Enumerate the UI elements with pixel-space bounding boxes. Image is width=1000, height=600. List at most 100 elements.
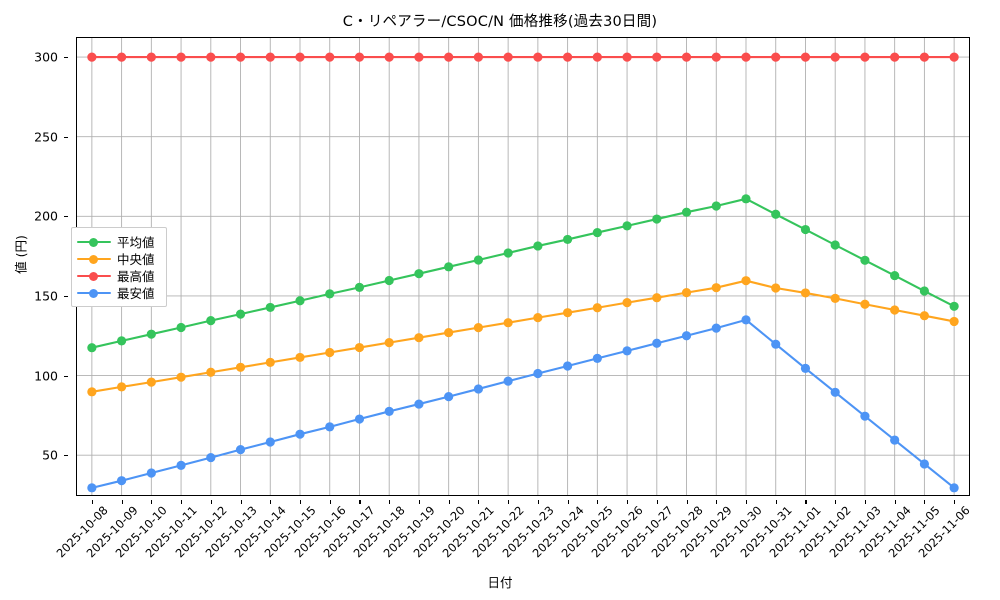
- x-tick-mark: [240, 500, 242, 504]
- data-point-marker: [681, 331, 692, 341]
- x-tick-mark: [597, 500, 599, 504]
- data-point-marker: [800, 288, 811, 298]
- data-point-marker: [890, 305, 900, 315]
- data-point-marker: [652, 338, 662, 348]
- data-point-marker: [206, 316, 216, 326]
- legend-swatch-icon: [77, 252, 111, 266]
- data-point-marker: [622, 298, 632, 308]
- data-point-marker: [533, 241, 543, 251]
- x-tick-mark: [389, 500, 391, 504]
- x-tick-mark: [181, 500, 183, 504]
- legend-item: 最安値: [77, 284, 160, 301]
- data-point-marker: [890, 435, 900, 445]
- data-point-marker: [414, 333, 424, 343]
- data-point-marker: [741, 276, 751, 286]
- data-point-marker: [444, 391, 454, 402]
- data-point-marker: [473, 52, 483, 62]
- x-tick-mark: [121, 500, 123, 504]
- data-point-marker: [265, 52, 275, 62]
- data-point-marker: [146, 377, 156, 387]
- data-point-marker: [949, 483, 959, 493]
- data-point-marker: [919, 311, 930, 321]
- data-point-marker: [533, 368, 543, 379]
- data-point-marker: [235, 309, 246, 319]
- data-point-marker: [384, 406, 394, 417]
- data-point-marker: [117, 52, 127, 62]
- data-point-marker: [503, 376, 513, 386]
- y-tick-label: 250: [34, 129, 58, 145]
- x-tick-mark: [329, 500, 331, 504]
- series-line: [90, 197, 956, 349]
- series-line: [90, 318, 956, 489]
- data-point-marker: [265, 437, 275, 447]
- y-tick-mark: [64, 375, 68, 377]
- x-tick-mark: [567, 500, 569, 504]
- data-point-marker: [681, 207, 692, 217]
- data-point-marker: [176, 322, 186, 333]
- data-point-marker: [384, 338, 394, 348]
- data-point-marker: [444, 52, 454, 62]
- data-point-marker: [503, 248, 513, 258]
- data-point-marker: [681, 52, 692, 62]
- x-tick-mark: [954, 500, 956, 504]
- x-tick-mark: [91, 500, 93, 504]
- x-tick-mark: [775, 500, 777, 504]
- data-point-marker: [384, 275, 394, 286]
- y-tick-label: 200: [34, 208, 58, 224]
- y-axis-ticks: 50 100 150 200 250 300: [0, 37, 68, 496]
- data-point-marker: [414, 52, 424, 62]
- x-tick-mark: [686, 500, 688, 504]
- data-point-marker: [295, 352, 305, 363]
- y-tick-label: 50: [42, 447, 58, 463]
- legend-label: 最高値: [117, 269, 155, 284]
- data-point-marker: [295, 296, 305, 306]
- x-tick-mark: [805, 500, 807, 504]
- x-tick-mark: [448, 500, 450, 504]
- data-point-marker: [652, 214, 662, 224]
- data-point-marker: [354, 52, 365, 62]
- data-point-marker: [919, 459, 930, 469]
- data-point-marker: [533, 52, 543, 62]
- data-point-marker: [325, 289, 335, 299]
- data-point-marker: [681, 288, 692, 298]
- data-point-marker: [741, 52, 751, 62]
- x-tick-mark: [418, 500, 421, 504]
- data-point-marker: [325, 347, 335, 358]
- data-point-marker: [533, 313, 543, 323]
- data-point-marker: [503, 318, 513, 328]
- data-point-marker: [652, 52, 662, 62]
- data-point-marker: [860, 52, 870, 62]
- data-point-marker: [444, 327, 454, 338]
- data-point-marker: [146, 468, 156, 478]
- chart-title: C・リペアラー/CSOC/N 価格推移(過去30日間): [342, 14, 658, 30]
- data-point-marker: [384, 52, 394, 62]
- data-point-marker: [800, 363, 811, 374]
- legend-label: 最安値: [117, 286, 155, 301]
- data-point-marker: [414, 269, 424, 279]
- x-tick-mark: [151, 500, 153, 504]
- data-point-marker: [711, 283, 721, 293]
- data-point-marker: [563, 234, 573, 245]
- data-point-marker: [830, 52, 840, 62]
- data-point-marker: [473, 255, 483, 265]
- data-point-marker: [711, 323, 721, 333]
- data-point-marker: [444, 262, 454, 272]
- legend-swatch-icon: [77, 269, 111, 283]
- legend-swatch-icon: [77, 286, 111, 300]
- data-point-marker: [830, 293, 840, 303]
- data-point-marker: [265, 302, 275, 313]
- x-tick-mark: [716, 500, 718, 504]
- y-tick-mark: [64, 136, 68, 138]
- data-point-marker: [295, 429, 305, 439]
- data-point-marker: [563, 308, 573, 318]
- data-point-marker: [919, 286, 930, 296]
- x-tick-mark: [864, 500, 867, 504]
- data-point-marker: [87, 52, 97, 62]
- data-point-marker: [117, 476, 127, 486]
- data-point-marker: [414, 399, 424, 409]
- data-point-marker: [563, 52, 573, 62]
- plot-area: [76, 37, 970, 496]
- data-point-marker: [830, 387, 840, 397]
- data-point-marker: [325, 52, 335, 62]
- data-point-marker: [176, 52, 186, 62]
